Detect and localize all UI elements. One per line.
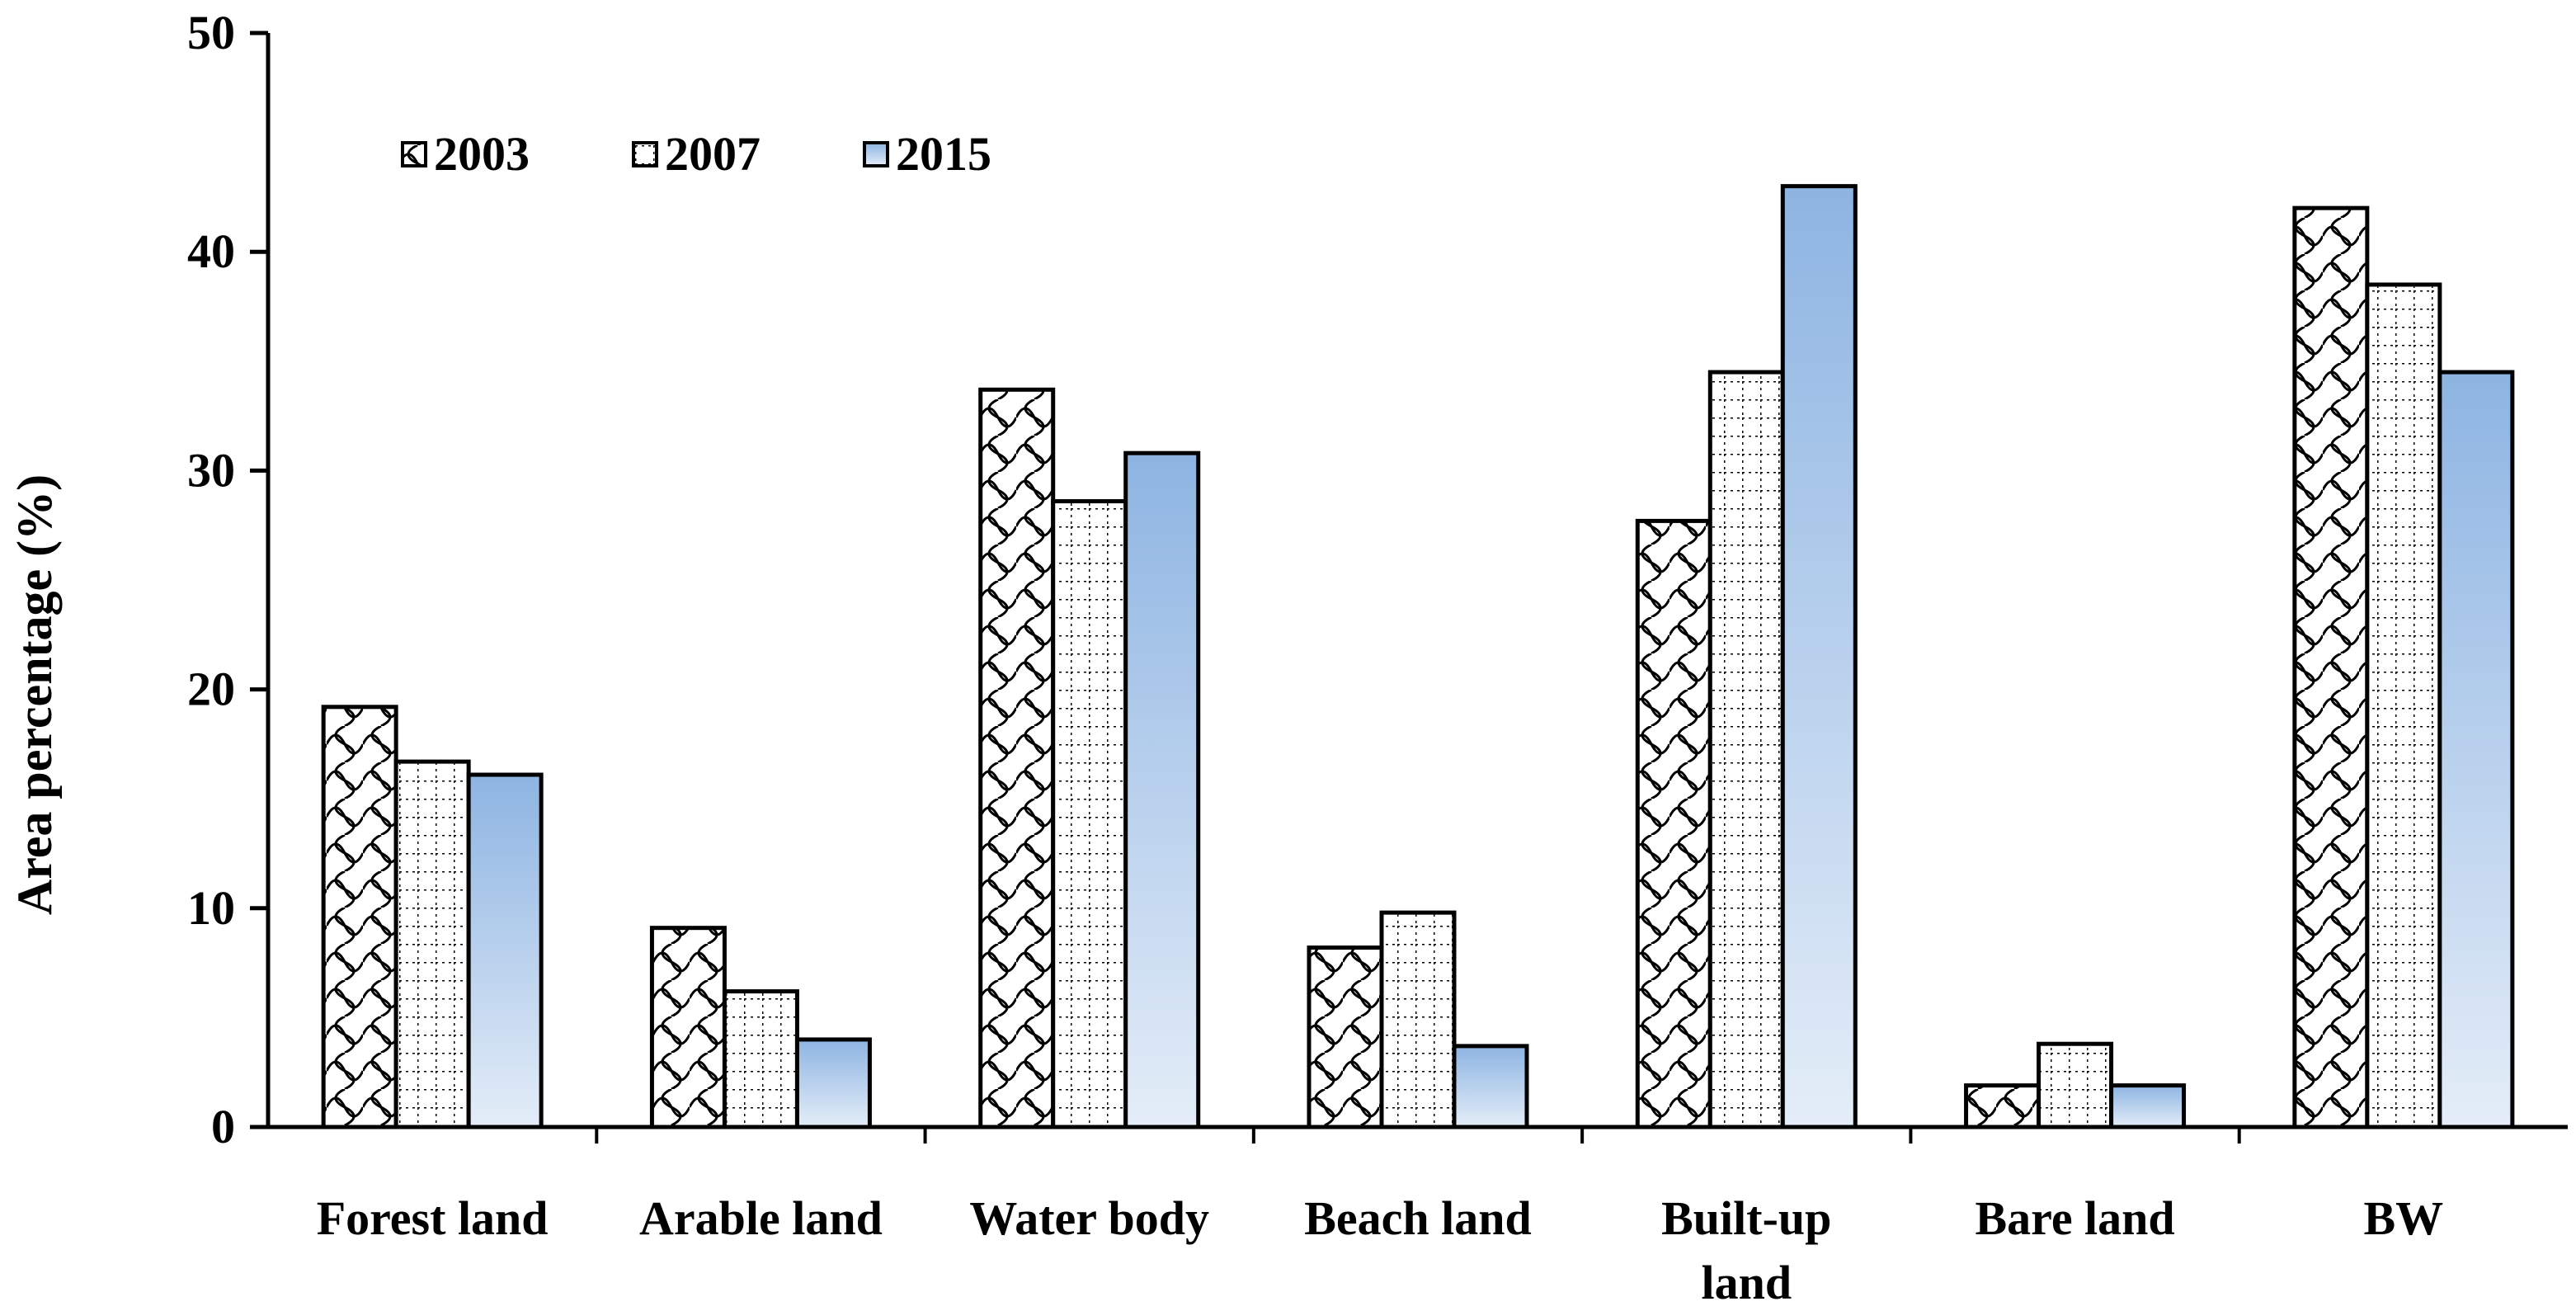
bar-2007-bw <box>2365 282 2442 1129</box>
bar-2003-built-up-land <box>1635 518 1712 1129</box>
bar-2015-bare-land <box>2109 1083 2187 1129</box>
bar-2003-forest-land <box>321 705 398 1129</box>
bar-2015-beach-land <box>1452 1044 1529 1129</box>
x-category-label: Beach land <box>1304 1191 1532 1245</box>
bar-2015-forest-land <box>466 772 544 1129</box>
bar-2007-water-body <box>1051 499 1128 1129</box>
legend-swatch-2007 <box>632 141 658 167</box>
y-tick-label: 0 <box>211 1100 235 1153</box>
bar-2015-water-body <box>1123 450 1201 1129</box>
legend: 2003 2007 2015 <box>401 127 991 181</box>
x-category-label: Arable land <box>639 1191 883 1245</box>
bar-2007-beach-land <box>1379 910 1457 1129</box>
y-tick-label: 50 <box>187 6 235 59</box>
legend-swatch-2003 <box>401 141 427 167</box>
bar-2003-bare-land <box>1964 1083 2041 1129</box>
y-axis-ticks: 0 10 20 30 40 50 <box>187 6 268 1153</box>
bar-2003-bw <box>2292 205 2370 1129</box>
bar-2007-built-up-land <box>1707 370 1785 1129</box>
bar-2003-beach-land <box>1307 946 1384 1129</box>
y-tick-label: 40 <box>187 224 235 278</box>
bar-2007-arable-land <box>722 989 799 1129</box>
x-category-label: Bare land <box>1975 1191 2174 1245</box>
x-category-label: Forest land <box>317 1191 549 1245</box>
bar-2003-water-body <box>978 387 1056 1129</box>
legend-label-2003: 2003 <box>434 127 530 181</box>
legend-label-2015: 2015 <box>896 127 991 181</box>
x-category-label: Built-up <box>1661 1191 1831 1245</box>
bar-2003-arable-land <box>649 926 727 1129</box>
x-category-label: BW <box>2364 1191 2444 1245</box>
bar-2007-forest-land <box>393 759 471 1129</box>
legend-label-2007: 2007 <box>665 127 761 181</box>
legend-swatch-2015 <box>863 141 889 167</box>
bar-2015-bw <box>2437 370 2515 1129</box>
bars <box>321 184 2515 1129</box>
y-tick-label: 20 <box>187 663 235 716</box>
y-tick-label: 10 <box>187 881 235 935</box>
x-axis-labels: Forest land Arable land Water body Beach la… <box>317 1191 2444 1309</box>
bar-2015-built-up-land <box>1780 184 1858 1129</box>
x-category-label: land <box>1701 1256 1792 1309</box>
x-category-label: Water body <box>969 1191 1209 1245</box>
y-axis-title: Area percentage (%) <box>7 474 62 915</box>
bar-2007-bare-land <box>2037 1041 2114 1129</box>
bar-2015-arable-land <box>794 1037 872 1129</box>
y-tick-label: 30 <box>187 443 235 497</box>
